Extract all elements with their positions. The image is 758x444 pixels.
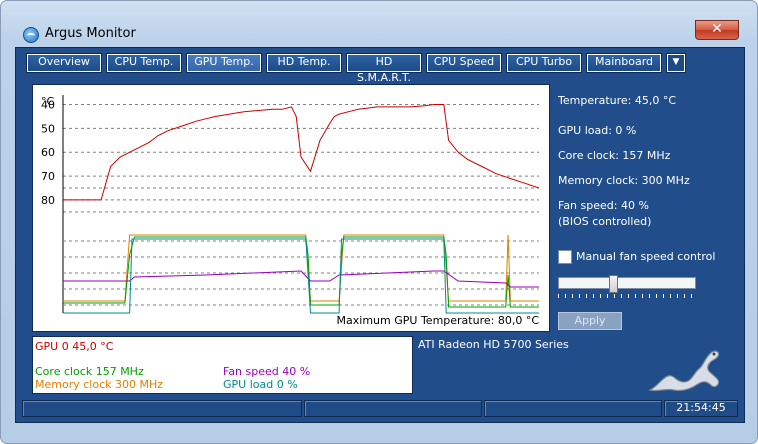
legend-gpu-load: GPU load 0 % (223, 378, 298, 391)
fan-mode-readout: (BIOS controlled) (558, 215, 652, 228)
tab-overview[interactable]: Overview (26, 53, 102, 73)
gpu-temperature-chart: °C 80 70 60 50 40 Maximum GPU Temperature: 8… (32, 84, 550, 332)
memory-clock-readout: Memory clock: 300 MHz (558, 174, 690, 187)
slider-ticks (558, 294, 696, 298)
status-clock: 21:54:45 (664, 400, 738, 417)
legend-core-clock: Core clock 157 MHz (35, 365, 144, 378)
core-clock-trace (63, 236, 539, 308)
fan-speed-readout: Fan speed: 40 % (558, 199, 649, 212)
title-bar[interactable]: Argus Monitor ✕ (1, 1, 757, 45)
chart-unit-label: °C (41, 95, 55, 108)
gpu-name-label: ATI Radeon HD 5700 Series (418, 338, 569, 351)
tab-overflow-dropdown[interactable]: ▼ (666, 53, 686, 73)
manual-fan-checkbox[interactable] (558, 250, 572, 264)
gpu-temperature-line (63, 104, 540, 201)
max-temperature-label: Maximum GPU Temperature: 80,0 °C (337, 314, 540, 327)
sensor-legend: GPU 0 45,0 °C Core clock 157 MHz Memory … (32, 336, 413, 394)
manual-fan-control[interactable]: Manual fan speed control (558, 250, 728, 266)
tab-hd-smart[interactable]: HD S.M.A.R.T. (346, 53, 422, 84)
tab-mainboard[interactable]: Mainboard (586, 53, 662, 73)
slider-thumb[interactable] (609, 275, 618, 293)
core-clock-readout: Core clock: 157 MHz (558, 149, 671, 162)
legend-gpu-temperature: GPU 0 45,0 °C (35, 340, 114, 353)
status-segment-1 (22, 400, 302, 417)
manual-fan-label[interactable]: Manual fan speed control (576, 250, 716, 263)
y-tick-label: 60 (41, 146, 55, 159)
fan-speed-slider[interactable] (558, 275, 696, 299)
status-segment-3 (484, 400, 662, 417)
tab-cpu-temp[interactable]: CPU Temp. (106, 53, 182, 73)
apply-button[interactable]: Apply (558, 312, 622, 330)
fan-speed-trace (63, 270, 539, 288)
temperature-readout: Temperature: 45,0 °C (558, 94, 677, 107)
gpu-load-trace (63, 238, 539, 314)
close-button[interactable]: ✕ (695, 20, 739, 40)
argus-lizard-logo (648, 350, 720, 392)
tab-hd-temp[interactable]: HD Temp. (266, 53, 342, 73)
argus-app-icon[interactable] (23, 27, 39, 43)
window-title: Argus Monitor (45, 26, 136, 41)
legend-memory-clock: Memory clock 300 MHz (35, 378, 164, 391)
y-tick-label: 40 (41, 99, 55, 112)
status-segment-2 (304, 400, 482, 417)
tab-gpu-temp[interactable]: GPU Temp. (186, 53, 262, 73)
status-bar: 21:54:45 (22, 400, 738, 417)
legend-fan-speed: Fan speed 40 % (223, 365, 311, 378)
slider-track[interactable] (558, 277, 696, 289)
gpu-load-readout: GPU load: 0 % (558, 124, 637, 137)
tab-cpu-speed[interactable]: CPU Speed (426, 53, 502, 73)
y-tick-label: 80 (41, 194, 55, 207)
chart-canvas: °C 80 70 60 50 40 Maximum GPU Temperature: 8… (41, 95, 540, 327)
client-area: Overview CPU Temp. GPU Temp. HD Temp. HD… (15, 47, 745, 423)
y-tick-label: 70 (41, 170, 55, 183)
tab-cpu-turbo[interactable]: CPU Turbo (506, 53, 582, 73)
memory-clock-trace (63, 234, 539, 302)
y-tick-label: 50 (41, 122, 55, 135)
